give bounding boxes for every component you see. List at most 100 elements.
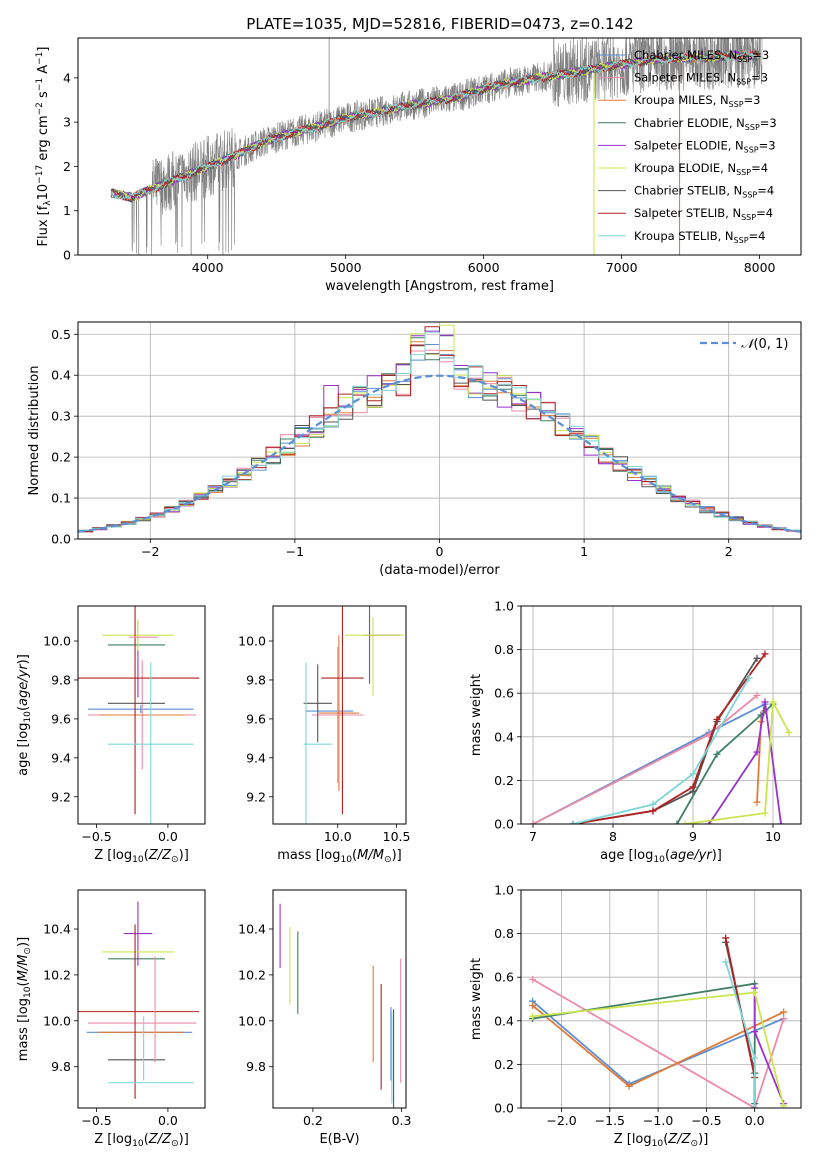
y-tick-label: 0.4	[494, 1013, 514, 1028]
x-tick-label: 10	[765, 829, 781, 844]
weight-line	[676, 703, 774, 824]
x-tick-label: 6000	[468, 260, 500, 275]
y-tick-label: 3	[63, 115, 71, 130]
y-tick-label: 9.4	[51, 750, 71, 765]
weight_vs_age-marks	[529, 650, 793, 824]
model-spectrum	[110, 50, 760, 200]
y-axis-label: mass weight	[469, 958, 484, 1040]
y-tick-label: 0.6	[494, 686, 514, 701]
x-tick-label: −1	[286, 544, 304, 559]
weight-marker	[780, 1102, 788, 1108]
y-tick-label: 1.0	[494, 883, 514, 898]
y-tick-label: 2	[63, 159, 71, 174]
mass_vs_Z-axes: −0.5 0.0 9.8 10.0 10.2 10.4 Z [log10(Z/Z⊙)] mas…	[16, 889, 206, 1149]
weight-marker	[785, 728, 793, 736]
weight-marker	[753, 798, 761, 806]
mass_vs_EBV-marks	[279, 903, 402, 1108]
y-tick-label: 0	[63, 248, 71, 263]
weight-line	[572, 653, 766, 824]
y-tick-label: 0.8	[494, 926, 514, 941]
legend-label: Kroupa STELIB, NSSP=4	[634, 229, 765, 245]
weight-marker	[753, 654, 761, 662]
y-tick-label: 9.2	[51, 789, 71, 804]
weight-line	[572, 657, 758, 824]
weight-marker	[673, 820, 681, 824]
residuals-marks	[78, 324, 801, 533]
y-tick-label: 10.4	[238, 922, 266, 937]
legend-label: Chabrier MILES, NSSP=3	[634, 48, 769, 64]
x-tick-label: 0.0	[158, 829, 178, 844]
weight_vs_age-axes: 7 8 9 10 0.0 0.2 0.4 0.6 0.8 1.0 age [log10(age/yr…	[469, 599, 802, 865]
legend-label: Salpeter STELIB, NSSP=4	[634, 206, 773, 222]
y-tick-label: 4	[63, 70, 71, 85]
y-tick-label: 9.8	[51, 1059, 71, 1074]
weight-marker	[745, 674, 753, 682]
y-axis-label: Flux [fλ10−17 erg cm−2 s−1 A−1]	[35, 47, 53, 247]
weight-marker	[722, 958, 730, 966]
weight-marker	[649, 807, 657, 815]
y-axis-label: mass [log10(M/M⊙)]	[16, 937, 33, 1061]
x-axis-label: Z [log10(Z/Z⊙)]	[614, 1132, 709, 1149]
y-tick-label: 0.5	[51, 327, 71, 342]
weight-marker	[761, 650, 769, 658]
plots-layer: 4000 5000 6000 7000 8000 0 1 2 3 4 wavelength [Ang…	[16, 37, 802, 1149]
y-tick-label: 0.2	[51, 450, 71, 465]
weight-marker	[681, 820, 689, 824]
x-tick-label: 10.5	[383, 829, 411, 844]
legend-label: Salpeter ELODIE, NSSP=3	[634, 138, 776, 154]
y-tick-label: 9.2	[246, 789, 266, 804]
weight-marker	[689, 770, 697, 778]
y-tick-label: 0.2	[494, 1057, 514, 1072]
x-tick-label: 4000	[192, 260, 224, 275]
age_vs_mass-marks	[303, 606, 404, 824]
y-tick-label: 1.0	[494, 599, 514, 614]
weight-marker	[780, 1015, 788, 1023]
y-tick-label: 9.4	[246, 750, 266, 765]
x-tick-label: −1.5	[595, 1113, 625, 1128]
x-tick-label: 8	[609, 829, 617, 844]
y-axis-label: mass weight	[469, 674, 484, 756]
weight-line	[572, 677, 750, 824]
y-tick-label: 0.0	[51, 532, 71, 547]
y-tick-label: 10.0	[43, 1013, 71, 1028]
figure-title: PLATE=1035, MJD=52816, FIBERID=0473, z=0…	[246, 15, 633, 33]
mass_vs_EBV-axes: 0.2 0.3 9.8 10.0 10.2 10.4 E(B-V)	[238, 889, 412, 1147]
legend-label: Salpeter MILES, NSSP=3	[634, 71, 768, 87]
x-axis-label: wavelength [Angstrom, rest frame]	[325, 279, 554, 294]
weight-line	[724, 942, 756, 1108]
x-tick-label: 9	[689, 829, 697, 844]
spectrum-legend: Chabrier MILES, NSSP=3 Salpeter MILES, NS…	[598, 48, 777, 245]
y-tick-label: 9.8	[246, 672, 266, 687]
x-tick-label: 8000	[744, 260, 776, 275]
weight-marker	[689, 783, 697, 791]
weight-marker	[753, 748, 761, 756]
x-tick-label: 10.0	[324, 829, 352, 844]
age_vs_Z-axes: −0.5 0.0 9.2 9.4 9.6 9.8 10.0 Z [log10(Z/Z⊙)] ag…	[16, 605, 206, 865]
x-tick-label: 0.3	[392, 1113, 412, 1128]
legend-label: Kroupa ELODIE, NSSP=4	[634, 161, 768, 177]
residual-histogram	[78, 331, 801, 531]
age_vs_Z-marks	[78, 606, 200, 824]
spectrum-marks	[110, 38, 763, 255]
weight-marker	[751, 1028, 759, 1036]
y-tick-label: 0.0	[494, 1101, 514, 1116]
x-axis-label: Z [log10(Z/Z⊙)]	[94, 848, 189, 865]
x-tick-label: −0.5	[81, 1113, 111, 1128]
y-tick-label: 0.2	[494, 773, 514, 788]
weight-marker	[751, 1104, 759, 1108]
x-tick-label: 2	[725, 544, 733, 559]
weight-marker	[529, 820, 537, 824]
x-tick-label: 1	[580, 544, 588, 559]
y-tick-label: 0.8	[494, 642, 514, 657]
y-tick-label: 0.3	[51, 409, 71, 424]
age_vs_mass-axes: 10.0 10.5 9.2 9.4 9.6 9.8 10.0 mass [log10(M/M⊙…	[238, 605, 411, 865]
legend-label: 𝒩(0, 1)	[741, 337, 788, 352]
y-tick-label: 0.4	[494, 729, 514, 744]
x-tick-label: 0	[436, 544, 444, 559]
weight-marker	[777, 820, 785, 824]
y-tick-label: 1	[63, 203, 71, 218]
weight_vs_Z-marks	[529, 934, 788, 1108]
weight-marker	[529, 975, 537, 983]
y-tick-label: 10.0	[238, 1013, 266, 1028]
x-axis-label: (data-model)/error	[379, 563, 500, 578]
